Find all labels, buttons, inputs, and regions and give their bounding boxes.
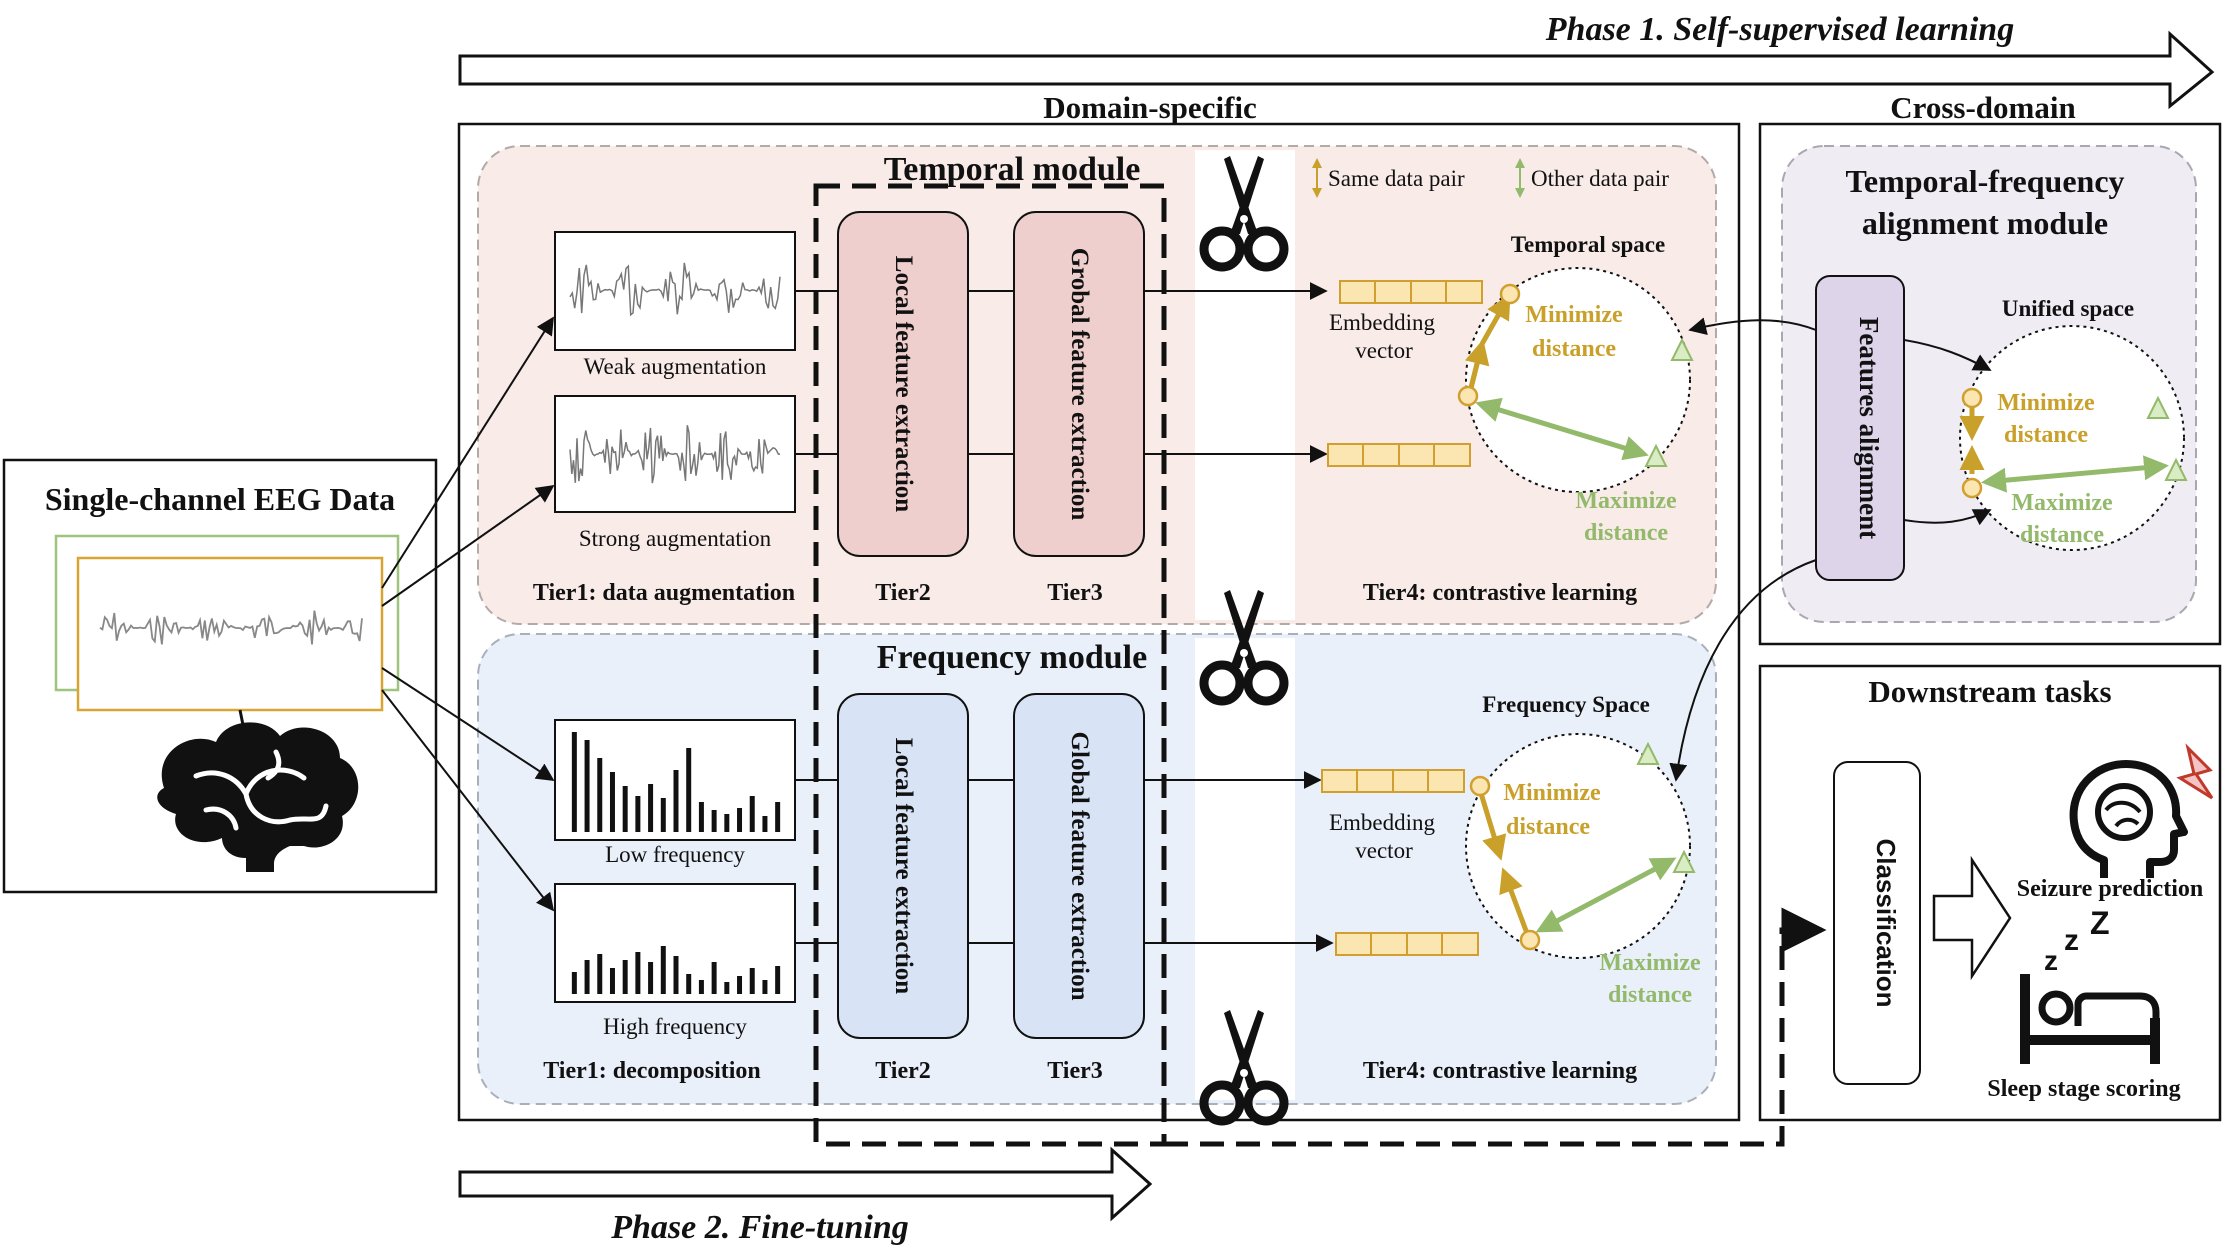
frequency-space-circle bbox=[1465, 733, 1691, 959]
unified-space-label: Unified space bbox=[2002, 296, 2134, 321]
high-frequency-label: High frequency bbox=[603, 1014, 747, 1039]
temporal-minimize-2: distance bbox=[1532, 336, 1616, 362]
frequency-maximize-1: Maximize bbox=[1599, 950, 1701, 976]
low-frequency-label: Low frequency bbox=[605, 842, 745, 867]
frequency-local-block bbox=[837, 693, 969, 1039]
alignment-title-2: alignment module bbox=[1862, 205, 2108, 241]
frequency-embedding-label-1: Embedding bbox=[1329, 810, 1436, 835]
frequency-global-block bbox=[1013, 693, 1145, 1039]
temporal-embedding-label-1: Embedding bbox=[1329, 310, 1436, 335]
fine-tuning-dashed-box bbox=[813, 183, 1167, 1147]
strong-waveform bbox=[569, 425, 780, 484]
eeg-input-title: Single-channel EEG Data bbox=[45, 481, 395, 517]
svg-text:z: z bbox=[2044, 945, 2058, 976]
features-alignment-label: Features alignment bbox=[1854, 317, 1884, 539]
frequency-embedding-low bbox=[1321, 769, 1465, 793]
frequency-embedding-high bbox=[1335, 932, 1479, 956]
legend-other-pair: Other data pair bbox=[1531, 166, 1669, 191]
strong-augmentation-label: Strong augmentation bbox=[579, 526, 772, 551]
legend-same-pair: Same data pair bbox=[1328, 166, 1465, 191]
temporal-embedding-weak bbox=[1339, 280, 1483, 304]
features-alignment-block bbox=[1815, 275, 1905, 581]
temporal-local-label: Local feature extraction bbox=[890, 256, 917, 512]
unified-maximize-1: Maximize bbox=[2011, 490, 2113, 516]
temporal-space-label: Temporal space bbox=[1511, 232, 1665, 257]
temporal-tier1-label: Tier1: data augmentation bbox=[533, 580, 795, 606]
temporal-global-label: Grobal feature extraction bbox=[1066, 248, 1093, 521]
frequency-space-label: Frequency Space bbox=[1482, 692, 1650, 717]
brain-icon bbox=[157, 722, 359, 872]
frequency-tier2-label: Tier2 bbox=[875, 1058, 931, 1084]
frequency-tier3-label: Tier3 bbox=[1047, 1058, 1103, 1084]
sleep-label: Sleep stage scoring bbox=[1987, 1076, 2180, 1102]
frequency-minimize-2: distance bbox=[1506, 814, 1590, 840]
temporal-maximize-2: distance bbox=[1584, 520, 1668, 546]
temporal-space-marks bbox=[1457, 283, 1694, 467]
high-frequency-bars bbox=[571, 946, 781, 994]
seizure-label: Seizure prediction bbox=[2017, 876, 2203, 902]
temporal-maximize-1: Maximize bbox=[1575, 488, 1677, 514]
frequency-minimize-1: Minimize bbox=[1503, 780, 1601, 806]
frequency-tier4-label: Tier4: contrastive learning bbox=[1363, 1058, 1637, 1084]
phase1-arrow bbox=[458, 30, 2215, 110]
downstream-arrow bbox=[1932, 855, 2012, 981]
temporal-module-title: Temporal module bbox=[884, 151, 1141, 188]
weak-waveform bbox=[569, 262, 781, 317]
weak-augmentation-label: Weak augmentation bbox=[584, 354, 767, 379]
frequency-module-title: Frequency module bbox=[877, 639, 1147, 676]
unified-maximize-2: distance bbox=[2020, 522, 2104, 548]
temporal-local-block bbox=[837, 211, 969, 557]
frequency-global-label: Global feature extraction bbox=[1066, 732, 1093, 1001]
temporal-minimize-1: Minimize bbox=[1525, 302, 1623, 328]
alignment-title-1: Temporal-frequency bbox=[1845, 163, 2124, 199]
frequency-space-marks bbox=[1469, 741, 1696, 951]
classification-label: Classification bbox=[1871, 838, 1901, 1007]
svg-text:z: z bbox=[2064, 924, 2079, 957]
classification-block bbox=[1833, 761, 1921, 1085]
temporal-embedding-label-2: vector bbox=[1355, 338, 1413, 363]
fine-tuning-path bbox=[1164, 907, 1827, 1147]
svg-text:Z: Z bbox=[2090, 905, 2110, 941]
domain-specific-heading: Domain-specific bbox=[1043, 90, 1257, 125]
eeg-signal-card bbox=[76, 556, 384, 712]
phase2-arrow bbox=[458, 1146, 1153, 1222]
frequency-maximize-2: distance bbox=[1608, 982, 1692, 1008]
frequency-tier1-label: Tier1: decomposition bbox=[543, 1058, 761, 1084]
downstream-heading: Downstream tasks bbox=[1868, 674, 2111, 709]
temporal-tier3-label: Tier3 bbox=[1047, 580, 1103, 606]
frequency-local-label: Local feature extraction bbox=[890, 738, 917, 994]
frequency-embedding-label-2: vector bbox=[1355, 838, 1413, 863]
temporal-embedding-strong bbox=[1327, 443, 1471, 467]
temporal-tier4-label: Tier4: contrastive learning bbox=[1363, 580, 1637, 606]
unified-space-marks bbox=[1959, 387, 2188, 499]
phase1-label: Phase 1. Self-supervised learning bbox=[1545, 11, 2014, 48]
unified-minimize-1: Minimize bbox=[1997, 390, 2095, 416]
low-frequency-bars bbox=[571, 732, 781, 832]
temporal-global-block bbox=[1013, 211, 1145, 557]
cross-domain-heading: Cross-domain bbox=[1890, 90, 2075, 125]
temporal-tier2-label: Tier2 bbox=[875, 580, 931, 606]
head-seizure-icon bbox=[2069, 743, 2214, 878]
unified-minimize-2: distance bbox=[2004, 422, 2088, 448]
bed-sleep-icon: z z Z bbox=[2020, 905, 2160, 1064]
phase2-label: Phase 2. Fine-tuning bbox=[610, 1209, 909, 1246]
eeg-waveform bbox=[99, 610, 363, 645]
